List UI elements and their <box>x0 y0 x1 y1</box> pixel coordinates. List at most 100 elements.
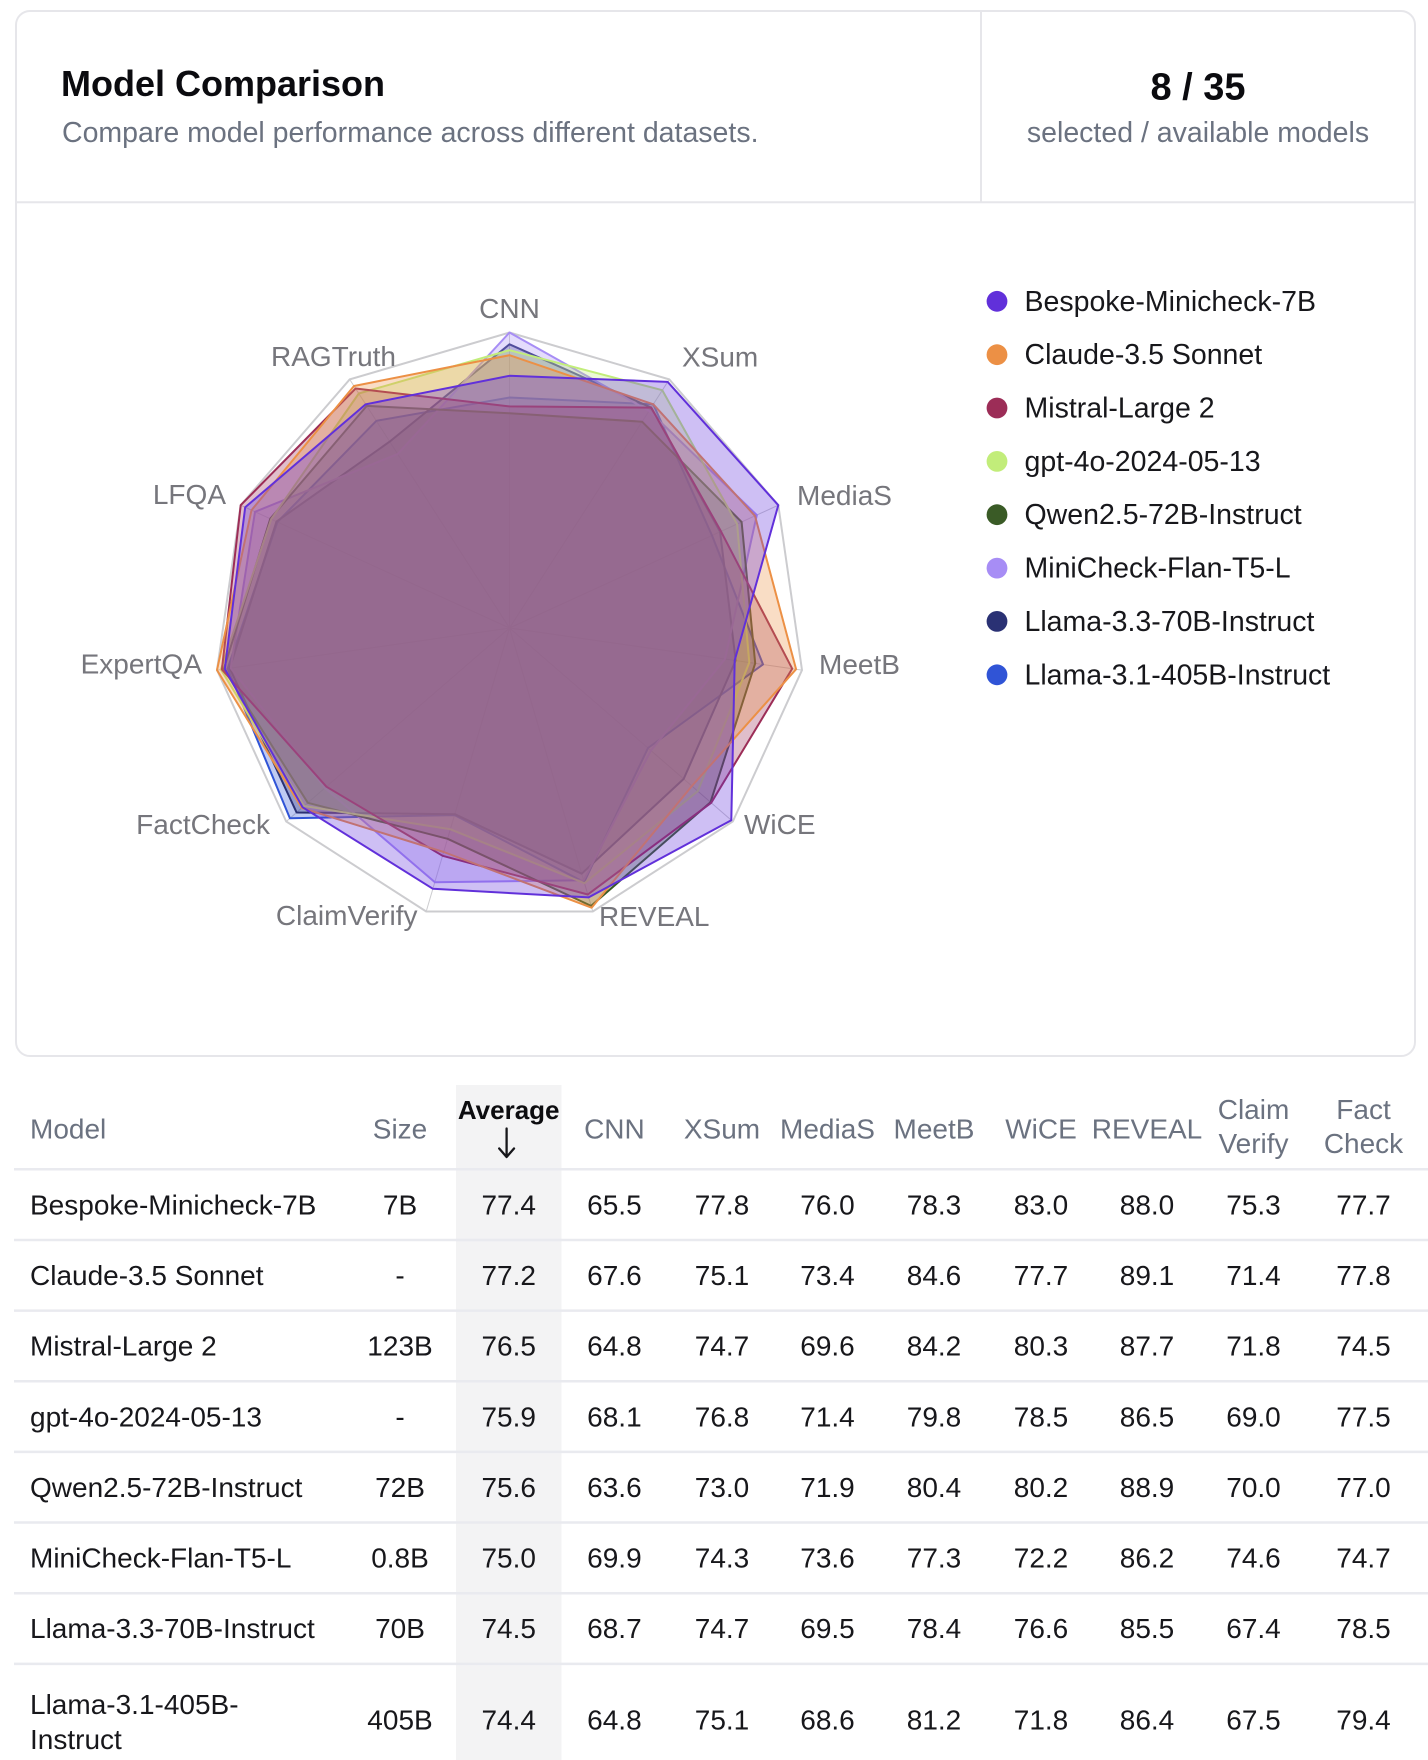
svg-text:77.4: 77.4 <box>481 1189 536 1220</box>
svg-text:405B: 405B <box>367 1705 432 1736</box>
svg-text:74.5: 74.5 <box>481 1613 536 1644</box>
svg-text:Model: Model <box>30 1114 106 1145</box>
svg-text:77.0: 77.0 <box>1336 1472 1391 1503</box>
svg-text:74.4: 74.4 <box>481 1705 536 1736</box>
svg-text:84.6: 84.6 <box>907 1260 962 1291</box>
svg-text:88.0: 88.0 <box>1120 1189 1175 1220</box>
svg-text:75.9: 75.9 <box>481 1401 536 1432</box>
svg-text:MeetB: MeetB <box>819 649 900 680</box>
svg-text:75.3: 75.3 <box>1226 1189 1281 1220</box>
svg-text:76.0: 76.0 <box>800 1189 855 1220</box>
svg-text:75.6: 75.6 <box>481 1472 536 1503</box>
svg-text:77.5: 77.5 <box>1336 1401 1391 1432</box>
svg-text:FactCheck: FactCheck <box>136 809 271 840</box>
svg-text:80.3: 80.3 <box>1014 1331 1069 1362</box>
svg-text:Average: Average <box>458 1095 560 1125</box>
svg-text:89.1: 89.1 <box>1120 1260 1175 1291</box>
svg-text:CNN: CNN <box>584 1114 645 1145</box>
svg-text:Llama-3.3-70B-Instruct: Llama-3.3-70B-Instruct <box>1025 606 1315 638</box>
svg-text:69.6: 69.6 <box>800 1331 855 1362</box>
svg-text:WiCE: WiCE <box>1005 1114 1077 1145</box>
svg-text:8 / 35: 8 / 35 <box>1150 67 1245 109</box>
svg-text:XSum: XSum <box>682 342 758 373</box>
svg-text:86.5: 86.5 <box>1120 1401 1175 1432</box>
svg-text:73.6: 73.6 <box>800 1543 855 1574</box>
svg-text:XSum: XSum <box>684 1114 760 1145</box>
svg-text:74.7: 74.7 <box>695 1613 750 1644</box>
svg-text:71.8: 71.8 <box>1226 1331 1281 1362</box>
svg-text:72.2: 72.2 <box>1014 1543 1069 1574</box>
svg-text:ExpertQA: ExpertQA <box>81 649 203 680</box>
svg-text:REVEAL: REVEAL <box>1092 1114 1203 1145</box>
svg-text:64.8: 64.8 <box>587 1331 642 1362</box>
svg-text:80.2: 80.2 <box>1014 1472 1069 1503</box>
svg-text:67.5: 67.5 <box>1226 1705 1281 1736</box>
svg-text:74.7: 74.7 <box>695 1331 750 1362</box>
svg-text:78.5: 78.5 <box>1336 1613 1391 1644</box>
svg-text:69.0: 69.0 <box>1226 1401 1281 1432</box>
svg-text:78.5: 78.5 <box>1014 1401 1069 1432</box>
svg-text:MiniCheck-Flan-T5-L: MiniCheck-Flan-T5-L <box>30 1543 291 1574</box>
svg-text:MiniCheck-Flan-T5-L: MiniCheck-Flan-T5-L <box>1025 553 1291 585</box>
svg-text:86.2: 86.2 <box>1120 1543 1175 1574</box>
svg-text:71.8: 71.8 <box>1014 1705 1069 1736</box>
svg-text:RAGTruth: RAGTruth <box>271 341 396 372</box>
svg-text:76.5: 76.5 <box>481 1331 536 1362</box>
svg-text:gpt-4o-2024-05-13: gpt-4o-2024-05-13 <box>1025 446 1261 478</box>
svg-text:Llama-3.3-70B-Instruct: Llama-3.3-70B-Instruct <box>30 1613 315 1644</box>
svg-text:87.7: 87.7 <box>1120 1331 1175 1362</box>
svg-text:-: - <box>395 1260 404 1291</box>
svg-text:LFQA: LFQA <box>153 479 226 510</box>
svg-text:81.2: 81.2 <box>907 1705 962 1736</box>
svg-text:Llama-3.1-405B-: Llama-3.1-405B- <box>30 1689 239 1720</box>
svg-text:88.9: 88.9 <box>1120 1472 1175 1503</box>
svg-text:71.4: 71.4 <box>1226 1260 1281 1291</box>
svg-text:68.1: 68.1 <box>587 1401 642 1432</box>
svg-text:71.4: 71.4 <box>800 1401 855 1432</box>
svg-text:7B: 7B <box>383 1189 417 1220</box>
svg-text:68.6: 68.6 <box>800 1705 855 1736</box>
svg-text:75.1: 75.1 <box>695 1705 750 1736</box>
svg-text:Model Comparison: Model Comparison <box>61 63 385 104</box>
svg-text:74.5: 74.5 <box>1336 1331 1391 1362</box>
svg-text:69.5: 69.5 <box>800 1613 855 1644</box>
svg-text:gpt-4o-2024-05-13: gpt-4o-2024-05-13 <box>30 1401 262 1432</box>
svg-text:CNN: CNN <box>479 293 540 324</box>
svg-text:65.5: 65.5 <box>587 1189 642 1220</box>
svg-text:71.9: 71.9 <box>800 1472 855 1503</box>
svg-text:Claude-3.5 Sonnet: Claude-3.5 Sonnet <box>30 1260 264 1291</box>
svg-text:Qwen2.5-72B-Instruct: Qwen2.5-72B-Instruct <box>1025 499 1302 531</box>
svg-text:74.7: 74.7 <box>1336 1543 1391 1574</box>
svg-text:77.8: 77.8 <box>695 1189 750 1220</box>
svg-text:MediaS: MediaS <box>797 480 892 511</box>
svg-text:77.7: 77.7 <box>1336 1189 1391 1220</box>
svg-text:Size: Size <box>373 1114 427 1145</box>
svg-text:77.7: 77.7 <box>1014 1260 1069 1291</box>
svg-text:Claude-3.5 Sonnet: Claude-3.5 Sonnet <box>1025 339 1263 371</box>
svg-text:0.8B: 0.8B <box>371 1543 429 1574</box>
svg-text:Instruct: Instruct <box>30 1724 122 1755</box>
svg-text:Claim: Claim <box>1218 1094 1290 1125</box>
svg-text:Mistral-Large 2: Mistral-Large 2 <box>30 1331 217 1362</box>
svg-text:78.3: 78.3 <box>907 1189 962 1220</box>
svg-text:86.4: 86.4 <box>1120 1705 1175 1736</box>
svg-text:68.7: 68.7 <box>587 1613 642 1644</box>
svg-text:79.8: 79.8 <box>907 1401 962 1432</box>
svg-text:MediaS: MediaS <box>780 1114 875 1145</box>
svg-text:64.8: 64.8 <box>587 1705 642 1736</box>
svg-text:76.6: 76.6 <box>1014 1613 1069 1644</box>
svg-text:Bespoke-Minicheck-7B: Bespoke-Minicheck-7B <box>1025 286 1316 318</box>
svg-text:-: - <box>395 1401 404 1432</box>
svg-text:79.4: 79.4 <box>1336 1705 1391 1736</box>
svg-text:73.4: 73.4 <box>800 1260 855 1291</box>
svg-text:85.5: 85.5 <box>1120 1613 1175 1644</box>
svg-text:77.8: 77.8 <box>1336 1260 1391 1291</box>
svg-text:123B: 123B <box>367 1331 432 1362</box>
svg-text:73.0: 73.0 <box>695 1472 750 1503</box>
svg-text:MeetB: MeetB <box>894 1114 975 1145</box>
svg-text:67.4: 67.4 <box>1226 1613 1281 1644</box>
svg-text:70B: 70B <box>375 1613 425 1644</box>
svg-text:76.8: 76.8 <box>695 1401 750 1432</box>
svg-text:ClaimVerify: ClaimVerify <box>276 900 418 931</box>
svg-text:75.0: 75.0 <box>481 1543 536 1574</box>
